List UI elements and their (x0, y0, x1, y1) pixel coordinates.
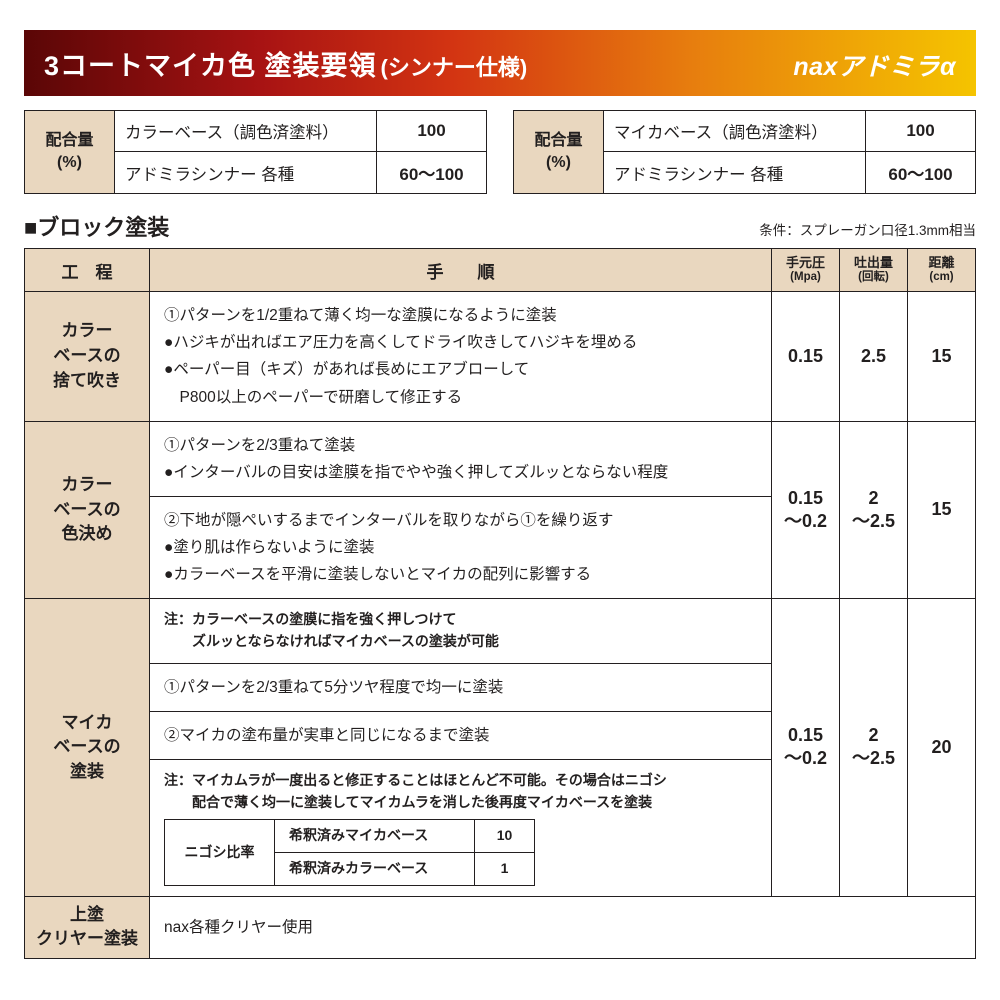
mix-left-row0-name: カラーベース（調色済塗料） (115, 111, 377, 152)
table-row: マイカ ベースの 塗装 注：カラーベースの塗膜に指を強く押しつけて ズルッとなら… (25, 599, 976, 663)
mix-right-row0-val: 100 (866, 111, 976, 152)
proc-3: 上塗 クリヤー塗装 (25, 896, 150, 958)
col-output: 吐出量 (回転) (840, 249, 908, 292)
header-banner: 3コートマイカ色 塗装要領 (シンナー仕様) naxアドミラα (24, 30, 976, 96)
mix-right-label: 配合量 (%) (514, 111, 604, 194)
distance-2: 20 (908, 599, 976, 896)
col-proc: 工 程 (25, 249, 150, 292)
main-table: 工 程 手 順 手元圧 (Mpa) 吐出量 (回転) 距離 (cm) カラー ベ… (24, 248, 976, 959)
table-header-row: 工 程 手 順 手元圧 (Mpa) 吐出量 (回転) 距離 (cm) (25, 249, 976, 292)
mix-left-row1-val: 60～100 (377, 152, 487, 194)
col-pressure-unit: (Mpa) (776, 271, 835, 284)
mix-left-label: 配合量 (%) (25, 111, 115, 194)
output-2: 2 ～2.5 (840, 599, 908, 896)
nigoshi-row0-name: 希釈済みマイカベース (275, 820, 475, 853)
steps-3: nax各種クリヤー使用 (150, 896, 976, 958)
header-subtitle: (シンナー仕様) (381, 50, 528, 82)
nigoshi-label: ニゴシ比率 (165, 820, 275, 885)
steps-2-line2: ②マイカの塗布量が実車と同じになるまで塗装 (150, 711, 772, 759)
col-pressure-label: 手元圧 (786, 255, 825, 270)
col-distance-label: 距離 (928, 255, 954, 270)
mix-right-row1-name: アドミラシンナー 各種 (604, 152, 866, 194)
nigoshi-row1-name: 希釈済みカラーベース (275, 852, 475, 885)
col-distance: 距離 (cm) (908, 249, 976, 292)
steps-1a: ①パターンを2/3重ねて塗装 ●インターバルの目安は塗膜を指でやや強く押してズル… (150, 421, 772, 496)
steps-0: ①パターンを1/2重ねて薄く均一な塗膜になるように塗装 ●ハジキが出ればエア圧力… (150, 292, 772, 422)
table-row: カラー ベースの 捨て吹き ①パターンを1/2重ねて薄く均一な塗膜になるように塗… (25, 292, 976, 422)
brand-prefix: nax (793, 53, 838, 81)
mix-tables-row: 配合量 (%) カラーベース（調色済塗料） 100 アドミラシンナー 各種 60… (24, 110, 976, 194)
proc-1: カラー ベースの 色決め (25, 421, 150, 599)
mix-label-line2: (%) (57, 154, 82, 171)
col-pressure: 手元圧 (Mpa) (772, 249, 840, 292)
proc-2: マイカ ベースの 塗装 (25, 599, 150, 896)
col-output-unit: (回転) (844, 271, 903, 284)
mix-right-row1-val: 60～100 (866, 152, 976, 194)
header-title: 3コートマイカ色 塗装要領 (44, 44, 377, 83)
mix-right-label-line1: 配合量 (534, 132, 582, 149)
output-0: 2.5 (840, 292, 908, 422)
steps-2-line1: ①パターンを2/3重ねて5分ツヤ程度で均一に塗装 (150, 663, 772, 711)
output-1: 2 ～2.5 (840, 421, 908, 599)
section-header-row: ■ブロック塗装 条件：スプレーガン口径1.3mm相当 (24, 210, 976, 242)
mix-table-right: 配合量 (%) マイカベース（調色済塗料） 100 アドミラシンナー 各種 60… (513, 110, 976, 194)
mix-table-left: 配合量 (%) カラーベース（調色済塗料） 100 アドミラシンナー 各種 60… (24, 110, 487, 194)
pressure-2: 0.15 ～0.2 (772, 599, 840, 896)
nigoshi-table: ニゴシ比率 希釈済みマイカベース 10 希釈済みカラーベース 1 (164, 819, 535, 885)
section-title: ■ブロック塗装 (24, 210, 169, 242)
condition-text: 条件：スプレーガン口径1.3mm相当 (759, 219, 976, 239)
mix-label-line1: 配合量 (45, 132, 93, 149)
pressure-0: 0.15 (772, 292, 840, 422)
steps-2-note-bottom: 注：マイカムラが一度出ると修正することはほとんど不可能。その場合はニゴシ 配合で… (164, 770, 757, 813)
mix-left-row0-val: 100 (377, 111, 487, 152)
pressure-1: 0.15 ～0.2 (772, 421, 840, 599)
table-row: 上塗 クリヤー塗装 nax各種クリヤー使用 (25, 896, 976, 958)
table-row: カラー ベースの 色決め ①パターンを2/3重ねて塗装 ●インターバルの目安は塗… (25, 421, 976, 496)
distance-0: 15 (908, 292, 976, 422)
steps-1b: ②下地が隠ぺいするまでインターバルを取りながら①を繰り返す ●塗り肌は作らないよ… (150, 496, 772, 598)
col-output-label: 吐出量 (854, 255, 893, 270)
mix-right-row0-name: マイカベース（調色済塗料） (604, 111, 866, 152)
brand-main: アドミラ (838, 53, 940, 81)
header-brand: naxアドミラα (793, 47, 956, 83)
proc-0: カラー ベースの 捨て吹き (25, 292, 150, 422)
brand-alpha: α (940, 53, 956, 81)
nigoshi-row1-val: 1 (475, 852, 535, 885)
steps-2-bottom: 注：マイカムラが一度出ると修正することはほとんど不可能。その場合はニゴシ 配合で… (150, 759, 772, 896)
col-steps: 手 順 (150, 249, 772, 292)
distance-1: 15 (908, 421, 976, 599)
nigoshi-row0-val: 10 (475, 820, 535, 853)
mix-left-row1-name: アドミラシンナー 各種 (115, 152, 377, 194)
steps-2-note-top: 注：カラーベースの塗膜に指を強く押しつけて ズルッとならなければマイカベースの塗… (150, 599, 772, 663)
col-distance-unit: (cm) (912, 271, 971, 284)
mix-right-label-line2: (%) (546, 154, 571, 171)
